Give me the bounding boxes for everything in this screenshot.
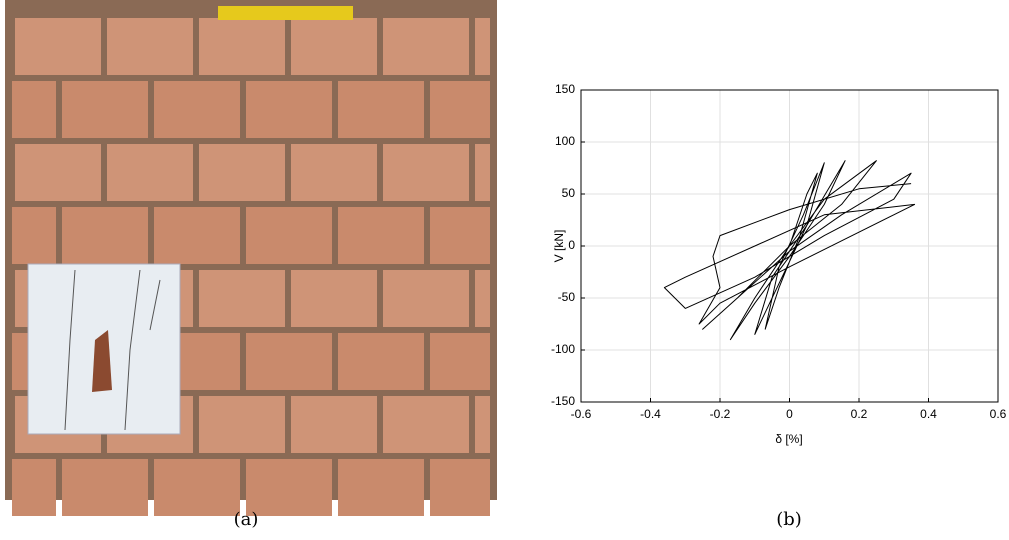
brick xyxy=(338,459,424,516)
x-tick-label: -0.4 xyxy=(640,407,661,421)
brick xyxy=(338,207,424,264)
brick xyxy=(12,459,56,516)
y-tick-label: -150 xyxy=(551,394,575,408)
y-axis-label: V [kN] xyxy=(552,230,566,263)
brick xyxy=(383,18,469,75)
y-tick-label: 50 xyxy=(562,186,576,200)
brick xyxy=(291,18,377,75)
brick xyxy=(475,18,490,75)
x-tick-label: -0.2 xyxy=(710,407,731,421)
brick xyxy=(430,459,490,516)
brick xyxy=(291,396,377,453)
caption: (a) xyxy=(234,509,259,530)
y-tick-label: 100 xyxy=(555,134,575,148)
y-tick-label: 0 xyxy=(568,238,575,252)
brick xyxy=(246,333,332,390)
brick xyxy=(107,18,193,75)
x-axis-label: δ [%] xyxy=(775,432,802,446)
brick xyxy=(15,144,101,201)
equipment xyxy=(218,6,353,20)
x-tick-label: -0.6 xyxy=(571,407,592,421)
brick xyxy=(154,207,240,264)
brick xyxy=(430,81,490,138)
caption: (b) xyxy=(776,509,802,530)
brick xyxy=(246,207,332,264)
brick xyxy=(107,144,193,201)
x-tick-label: 0 xyxy=(786,407,793,421)
brick xyxy=(475,144,490,201)
brick xyxy=(383,396,469,453)
brick xyxy=(199,18,285,75)
cracks xyxy=(64,269,161,431)
brick xyxy=(15,18,101,75)
brick xyxy=(154,81,240,138)
brick xyxy=(199,270,285,327)
brick xyxy=(246,81,332,138)
brick xyxy=(291,144,377,201)
brick xyxy=(12,81,56,138)
brick xyxy=(12,207,56,264)
hysteresis-curve xyxy=(663,160,916,341)
y-tick-label: 150 xyxy=(555,82,575,96)
brick xyxy=(154,459,240,516)
brick xyxy=(199,144,285,201)
brick xyxy=(475,270,490,327)
x-tick-label: 0.4 xyxy=(920,407,937,421)
brick xyxy=(383,144,469,201)
brick xyxy=(62,459,148,516)
brick xyxy=(62,81,148,138)
brick xyxy=(430,333,490,390)
brick xyxy=(338,81,424,138)
brick xyxy=(291,270,377,327)
axes-box xyxy=(580,89,999,403)
brick xyxy=(62,207,148,264)
brick xyxy=(338,333,424,390)
y-tick-label: -100 xyxy=(551,342,575,356)
wall-photo xyxy=(5,0,497,516)
brick xyxy=(383,270,469,327)
brick xyxy=(430,207,490,264)
y-tick-label: -50 xyxy=(558,290,576,304)
x-tick-label: 0.2 xyxy=(851,407,868,421)
damage xyxy=(92,330,112,392)
brick xyxy=(475,396,490,453)
brick xyxy=(246,459,332,516)
x-tick-label: 0.6 xyxy=(990,407,1007,421)
brick xyxy=(199,396,285,453)
